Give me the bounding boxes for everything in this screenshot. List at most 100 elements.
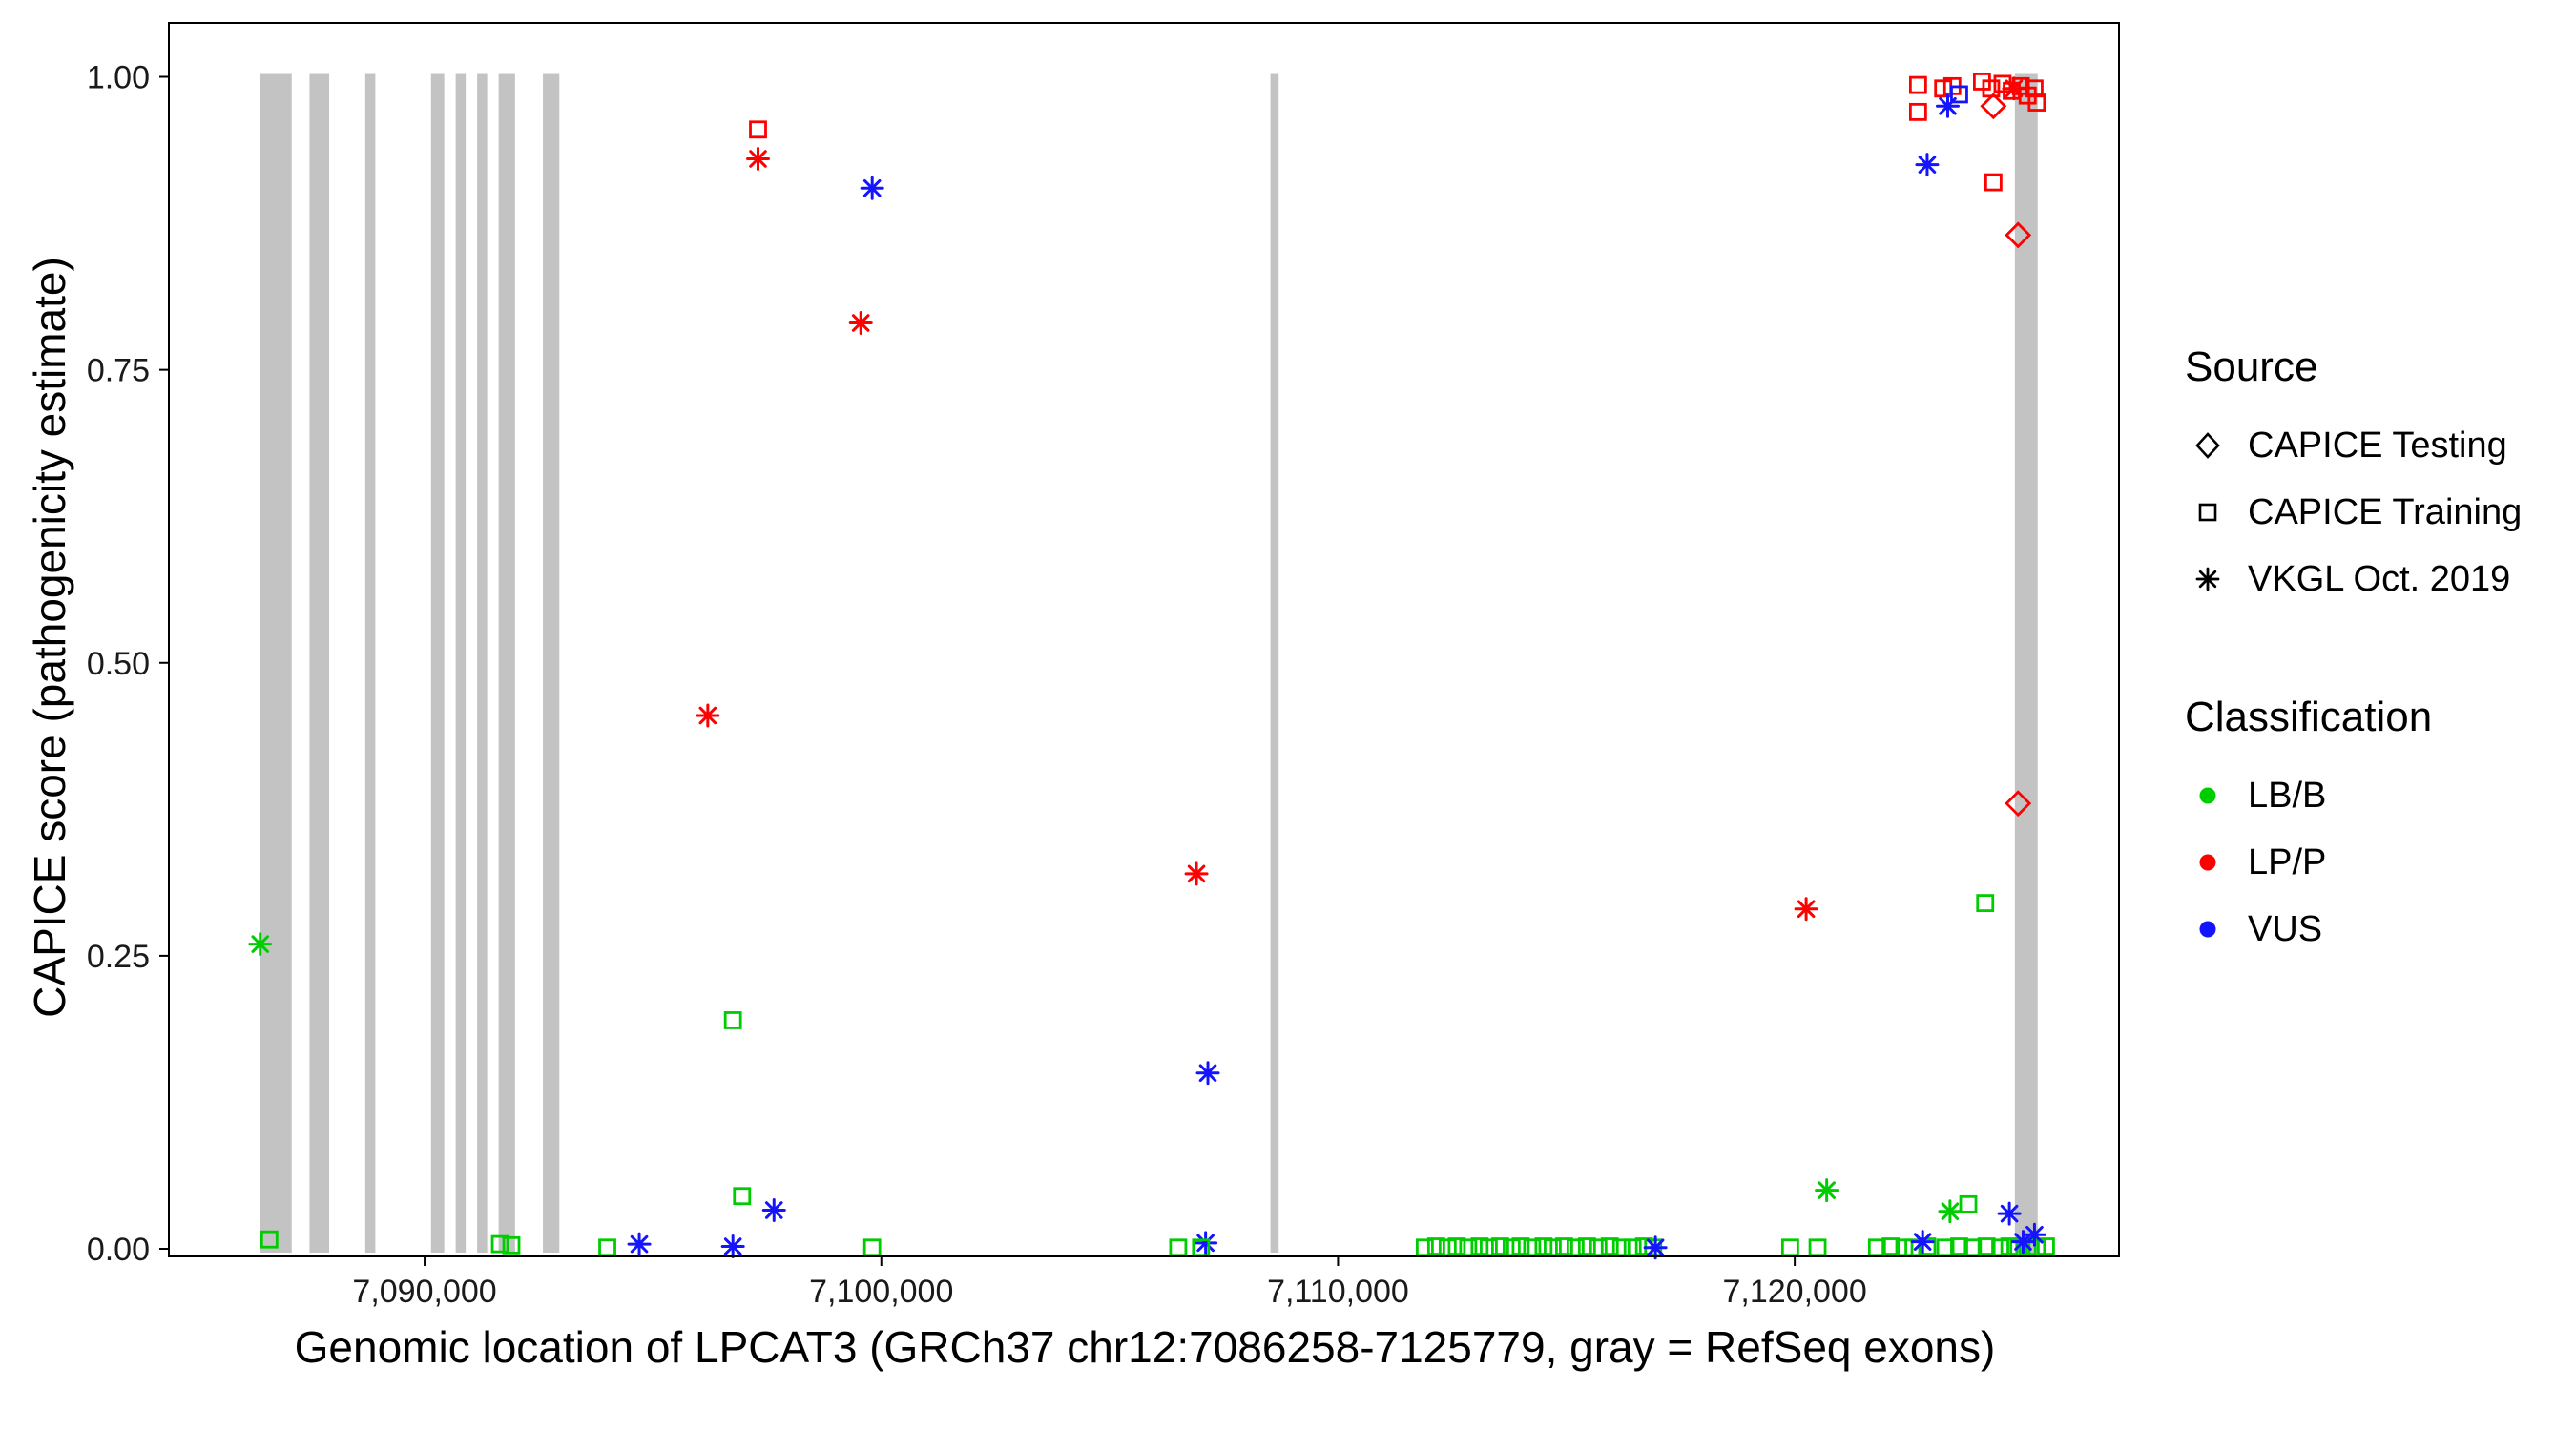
square-icon bbox=[2198, 503, 2217, 522]
data-point-square bbox=[1192, 1238, 1211, 1257]
data-point-square bbox=[1438, 1238, 1457, 1257]
y-tick-label: 1.00 bbox=[87, 60, 150, 96]
data-point-square bbox=[1963, 1238, 1983, 1257]
legend-item-capice-training: CAPICE Training bbox=[2185, 479, 2522, 546]
data-point-square bbox=[1623, 1238, 1642, 1257]
legend-item-capice-testing: CAPICE Testing bbox=[2185, 412, 2522, 479]
data-point-square bbox=[502, 1235, 521, 1255]
data-point-diamond bbox=[2005, 221, 2032, 249]
legend: Source CAPICE Testing CAPICE Training bbox=[2185, 343, 2522, 963]
data-point-square bbox=[1895, 1238, 1914, 1257]
data-point-square bbox=[1881, 1237, 1901, 1255]
data-point-asterisk bbox=[1997, 1201, 2022, 1226]
legend-item-label: VUS bbox=[2248, 908, 2323, 949]
data-point-square bbox=[2037, 1237, 2055, 1255]
data-point-asterisk bbox=[1938, 1199, 1963, 1224]
data-point-asterisk bbox=[1815, 1178, 1839, 1203]
exon-bar bbox=[1270, 73, 1279, 1254]
data-point-asterisk bbox=[2022, 1222, 2046, 1247]
legend-item-label: VKGL Oct. 2019 bbox=[2248, 558, 2511, 599]
lbb-dot-icon bbox=[2199, 787, 2216, 804]
x-tick-label: 7,120,000 bbox=[1722, 1274, 1866, 1310]
data-point-square bbox=[749, 120, 767, 139]
y-tick-label: 0.50 bbox=[87, 646, 150, 682]
data-point-asterisk bbox=[1194, 1231, 1218, 1255]
exon-bar bbox=[455, 73, 467, 1254]
data-point-asterisk bbox=[860, 176, 884, 200]
data-point-square bbox=[1984, 173, 2003, 192]
exon-bar bbox=[2014, 73, 2038, 1254]
exon-bar bbox=[364, 73, 376, 1254]
data-point-square bbox=[1976, 894, 1995, 913]
data-point-square bbox=[1490, 1237, 1509, 1255]
data-point-square bbox=[1589, 1238, 1608, 1257]
data-point-square bbox=[862, 1238, 882, 1257]
data-point-square bbox=[1511, 1237, 1530, 1255]
legend-item-label: CAPICE Training bbox=[2248, 491, 2523, 532]
data-point-asterisk bbox=[1794, 897, 1818, 922]
exon-bar bbox=[260, 73, 292, 1254]
x-tick-label: 7,100,000 bbox=[809, 1274, 953, 1310]
data-point-square bbox=[260, 1230, 279, 1249]
data-point-asterisk bbox=[1195, 1061, 1220, 1086]
legend-item-lbb: LB/B bbox=[2185, 762, 2522, 829]
data-point-square bbox=[1611, 1238, 1631, 1257]
y-tick-label: 0.00 bbox=[87, 1232, 150, 1268]
data-point-square bbox=[1808, 1238, 1827, 1257]
legend-item-label: LB/B bbox=[2248, 775, 2327, 816]
data-point-square bbox=[1544, 1238, 1562, 1257]
data-point-square bbox=[1904, 1238, 1922, 1257]
data-point-asterisk bbox=[1935, 93, 1960, 118]
data-point-asterisk bbox=[1643, 1235, 1668, 1260]
legend-item-vkgl: VKGL Oct. 2019 bbox=[2185, 546, 2522, 612]
exon-bar bbox=[309, 73, 330, 1254]
data-point-square bbox=[1534, 1237, 1553, 1255]
data-point-square bbox=[2009, 1238, 2028, 1257]
data-point-square bbox=[1169, 1238, 1188, 1257]
y-tick-label: 0.25 bbox=[87, 939, 150, 975]
data-point-diamond bbox=[1980, 93, 2007, 120]
data-point-square bbox=[1991, 1238, 2009, 1257]
data-point-asterisk bbox=[248, 932, 273, 957]
data-point-square bbox=[1447, 1237, 1466, 1255]
legend-item-label: CAPICE Testing bbox=[2248, 425, 2507, 466]
data-point-square bbox=[1566, 1238, 1585, 1257]
data-point-square bbox=[1936, 1238, 1955, 1257]
data-point-diamond bbox=[2005, 790, 2032, 818]
data-point-asterisk bbox=[746, 147, 771, 172]
data-point-asterisk bbox=[2002, 76, 2026, 101]
data-point-square bbox=[1959, 1194, 1978, 1213]
data-point-square bbox=[1950, 85, 1968, 104]
data-point-square bbox=[1459, 1238, 1478, 1257]
data-point-square bbox=[1470, 1237, 1489, 1255]
data-point-square bbox=[1480, 1238, 1498, 1257]
data-point-square bbox=[1415, 1238, 1434, 1257]
data-point-square bbox=[1977, 1237, 1996, 1255]
data-point-square bbox=[1908, 75, 1927, 94]
data-point-square bbox=[598, 1238, 616, 1257]
data-point-asterisk bbox=[720, 1234, 745, 1259]
exon-bar bbox=[498, 73, 515, 1254]
y-tick-label: 0.75 bbox=[87, 353, 150, 389]
data-point-square bbox=[1523, 1238, 1542, 1257]
data-point-asterisk bbox=[1915, 153, 1940, 177]
legend-source-title: Source bbox=[2185, 343, 2318, 390]
data-point-square bbox=[733, 1187, 752, 1206]
exon-bar bbox=[477, 73, 488, 1254]
data-point-asterisk bbox=[1184, 861, 1209, 886]
asterisk-icon bbox=[2195, 567, 2220, 591]
data-point-asterisk bbox=[696, 703, 720, 728]
x-axis-title: Genomic location of LPCAT3 (GRCh37 chr12… bbox=[294, 1322, 1996, 1372]
y-axis-title: CAPICE score (pathogenicity estimate) bbox=[25, 257, 74, 1018]
data-point-asterisk bbox=[761, 1197, 786, 1222]
panel-border bbox=[168, 22, 2120, 1257]
data-point-square bbox=[1780, 1238, 1799, 1257]
data-point-asterisk bbox=[848, 310, 873, 335]
data-point-square bbox=[1867, 1238, 1886, 1257]
data-point-square bbox=[723, 1011, 742, 1029]
x-tick-label: 7,110,000 bbox=[1267, 1274, 1409, 1310]
data-point-square bbox=[1426, 1237, 1445, 1255]
plot-panel bbox=[169, 23, 2119, 1256]
